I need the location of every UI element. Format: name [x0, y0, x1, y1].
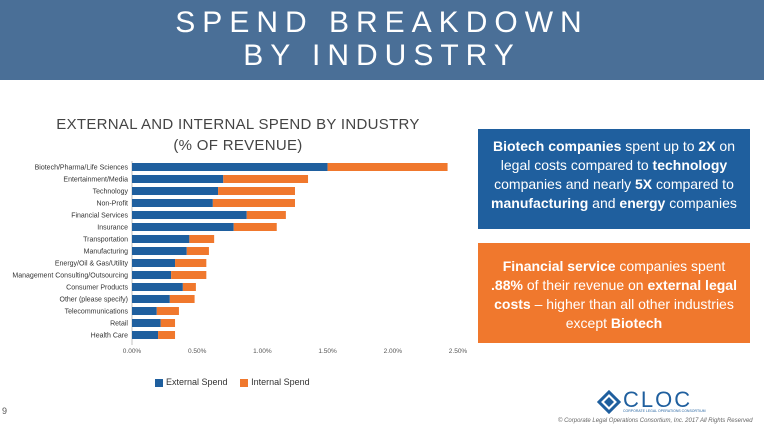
- slide-title-line1: SPEND BREAKDOWN: [175, 6, 589, 39]
- callout-strong-text: 2X: [698, 138, 716, 154]
- bar-internal-spend: [327, 163, 448, 171]
- category-label: Management Consulting/Outsourcing: [12, 273, 128, 280]
- legend-label-internal: Internal Spend: [251, 377, 310, 387]
- bar-internal-spend: [156, 307, 179, 315]
- bar-internal-spend: [169, 295, 195, 303]
- callout-strong-text: manufacturing: [491, 195, 589, 211]
- legend-item-internal: Internal Spend: [240, 377, 310, 387]
- bar-internal-spend: [218, 187, 295, 195]
- logo-text: CLOC: [623, 387, 693, 412]
- bar-external-spend: [132, 307, 157, 315]
- category-label: Entertainment/Media: [63, 177, 128, 184]
- bar-external-spend: [132, 223, 234, 231]
- x-tick-label: 1.50%: [318, 348, 337, 355]
- bar-internal-spend: [246, 211, 286, 219]
- slide-header: SPEND BREAKDOWN BY INDUSTRY: [0, 0, 764, 80]
- slide-title-line2: BY INDUSTRY: [243, 39, 521, 72]
- category-label: Energy/Oil & Gas/Utility: [55, 261, 129, 268]
- x-tick-label: 2.50%: [449, 348, 468, 355]
- bar-internal-spend: [233, 223, 277, 231]
- bar-internal-spend: [171, 271, 207, 279]
- callout-strong-text: Biotech: [610, 315, 663, 331]
- callout-text: compared to: [652, 176, 734, 192]
- bar-external-spend: [132, 187, 219, 195]
- callout-strong-text: Financial service: [502, 258, 616, 274]
- bar-external-spend: [132, 163, 328, 171]
- chart-title-line1: EXTERNAL AND INTERNAL SPEND BY INDUSTRY: [56, 116, 420, 133]
- category-label: Biotech/Pharma/Life Sciences: [35, 165, 129, 172]
- category-label: Non-Profit: [96, 201, 128, 208]
- page-number: 9: [2, 406, 8, 416]
- bar-external-spend: [132, 175, 224, 183]
- financial-callout-box: Financial service companies spent .88% o…: [478, 243, 750, 343]
- category-label: Other (please specify): [60, 297, 128, 304]
- category-label: Health Care: [91, 333, 128, 340]
- bar-internal-spend: [160, 319, 176, 327]
- bar-external-spend: [132, 271, 172, 279]
- callout-text: and: [588, 195, 620, 211]
- legend-swatch-external: [155, 378, 163, 387]
- callout-strong-text: energy: [619, 195, 666, 211]
- copyright-text: © Corporate Legal Operations Consortium,…: [558, 418, 753, 424]
- chart-title: EXTERNAL AND INTERNAL SPEND BY INDUSTRY …: [28, 114, 448, 156]
- biotech-callout-box: Biotech companies spent up to 2X on lega…: [478, 129, 750, 229]
- callout-strong-text: external legal costs: [494, 277, 737, 312]
- bar-external-spend: [132, 247, 187, 255]
- bar-internal-spend: [189, 235, 215, 243]
- callout-text: spent up to: [621, 138, 699, 154]
- callout-strong-text: .88%: [491, 277, 523, 293]
- bar-internal-spend: [158, 331, 176, 339]
- category-label: Technology: [93, 189, 129, 196]
- legend-swatch-internal: [240, 378, 249, 387]
- category-label: Retail: [110, 321, 128, 328]
- bar-internal-spend: [186, 247, 209, 255]
- category-label: Financial Services: [71, 213, 128, 220]
- chart-title-line2: (% OF REVENUE): [173, 137, 303, 154]
- category-label: Telecommunications: [65, 309, 129, 316]
- callout-text: companies and nearly: [494, 176, 636, 192]
- logo-subtext: CORPORATE LEGAL OPERATIONS CONSORTIUM: [623, 409, 706, 413]
- callout-text: of their revenue on: [522, 277, 648, 293]
- bar-external-spend: [132, 319, 161, 327]
- bar-external-spend: [132, 211, 247, 219]
- bar-external-spend: [132, 199, 213, 207]
- bar-internal-spend: [223, 175, 309, 183]
- x-tick-label: 0.50%: [188, 348, 207, 355]
- bar-internal-spend: [182, 283, 196, 291]
- callout-text: – higher than all other industries excep…: [530, 296, 734, 331]
- chart-legend: External Spend Internal Spend: [155, 377, 320, 387]
- callout-strong-text: technology: [652, 157, 728, 173]
- bar-external-spend: [132, 235, 190, 243]
- callout-text: companies spent: [615, 258, 726, 274]
- cloc-logo-icon: [597, 390, 622, 414]
- bar-external-spend: [132, 331, 159, 339]
- x-tick-label: 1.00%: [253, 348, 272, 355]
- legend-label-external: External Spend: [166, 377, 228, 387]
- bar-external-spend: [132, 283, 183, 291]
- callout-text: companies: [665, 195, 737, 211]
- callout-strong-text: 5X: [635, 176, 653, 192]
- stacked-bar-chart: Biotech/Pharma/Life Sciences Entertainmen…: [12, 161, 468, 355]
- x-tick-label: 2.00%: [384, 348, 403, 355]
- x-tick-label: 0.00%: [123, 348, 142, 355]
- category-label: Insurance: [97, 225, 128, 232]
- callout-text: on legal costs compared to: [500, 138, 736, 173]
- bar-internal-spend: [212, 199, 295, 207]
- callout-strong-text: Biotech companies: [492, 138, 622, 154]
- legend-item-external: External Spend: [155, 377, 228, 387]
- bar-external-spend: [132, 295, 170, 303]
- bar-internal-spend: [175, 259, 207, 267]
- category-label: Transportation: [83, 237, 128, 244]
- bar-external-spend: [132, 259, 176, 267]
- category-label: Consumer Products: [66, 285, 128, 292]
- category-label: Manufacturing: [84, 249, 128, 256]
